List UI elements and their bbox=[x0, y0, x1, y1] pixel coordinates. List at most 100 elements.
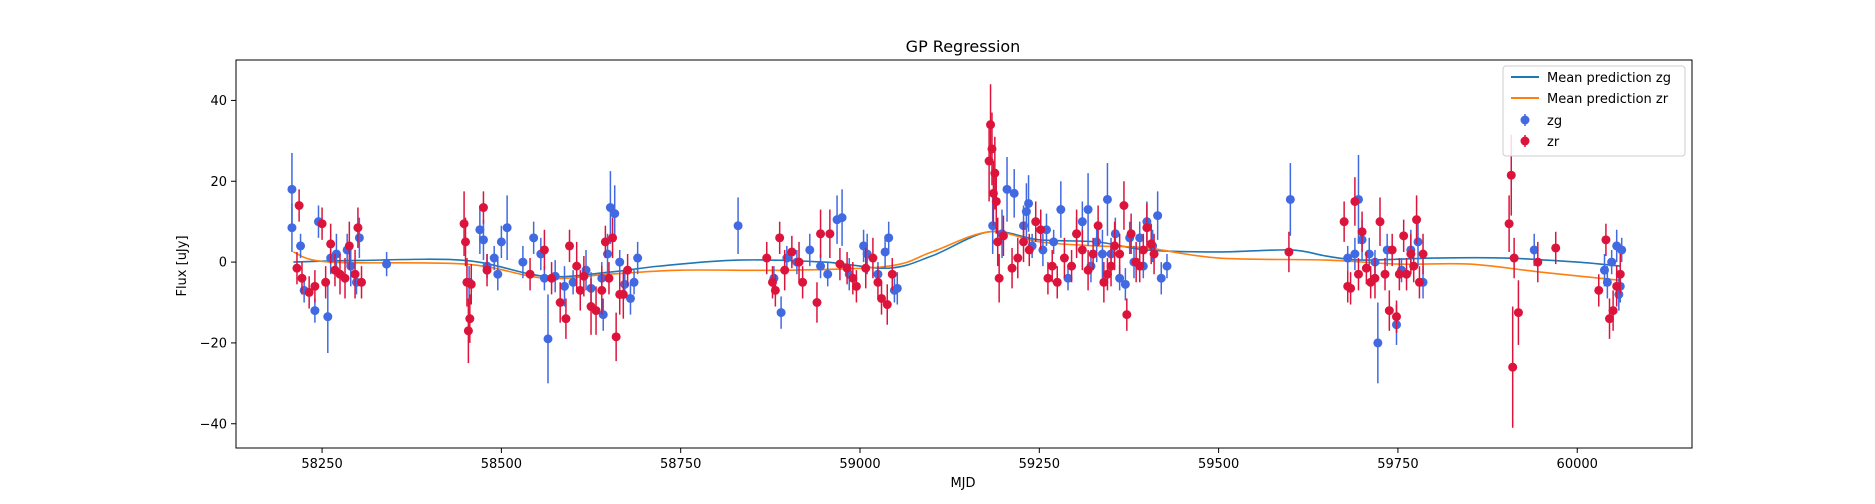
zr-marker bbox=[1509, 253, 1519, 263]
zr-marker bbox=[998, 231, 1008, 241]
zr-data-point bbox=[1350, 177, 1360, 226]
zr-marker bbox=[825, 229, 835, 239]
zr-data-point bbox=[1284, 231, 1294, 273]
zr-marker bbox=[1072, 229, 1082, 239]
zr-data-point bbox=[775, 221, 785, 254]
zr-data-point bbox=[770, 274, 780, 307]
zg-marker bbox=[529, 233, 539, 243]
zr-marker bbox=[1077, 245, 1087, 255]
zg-marker bbox=[1607, 257, 1617, 267]
zr-data-point bbox=[1115, 233, 1125, 275]
y-axis-label: Flux [uJy] bbox=[175, 235, 190, 296]
zg-data-point bbox=[1009, 169, 1019, 218]
zg-marker bbox=[310, 306, 320, 316]
zr-marker bbox=[868, 253, 878, 263]
zr-marker bbox=[1412, 215, 1422, 225]
zr-data-point bbox=[1106, 245, 1116, 287]
zr-data-point bbox=[1361, 251, 1371, 285]
zg-data-point bbox=[610, 185, 620, 242]
zr-data-point bbox=[1110, 221, 1120, 271]
zr-marker bbox=[877, 293, 887, 303]
zr-data-point bbox=[1414, 266, 1424, 299]
zr-data-point bbox=[1077, 229, 1087, 271]
zr-marker bbox=[565, 241, 575, 251]
zr-marker bbox=[623, 265, 633, 275]
legend-label-zg: zg bbox=[1547, 114, 1562, 129]
zr-marker bbox=[357, 277, 367, 287]
zr-marker bbox=[1391, 312, 1401, 322]
zr-marker bbox=[340, 273, 350, 283]
zr-marker bbox=[344, 241, 354, 251]
zr-marker bbox=[611, 332, 621, 342]
zr-data-point bbox=[794, 241, 804, 283]
zr-marker bbox=[1508, 362, 1518, 372]
zr-marker bbox=[798, 277, 808, 287]
legend-marker-zg bbox=[1520, 114, 1530, 126]
zr-marker bbox=[1052, 277, 1062, 287]
zg-marker bbox=[1063, 273, 1073, 283]
zg-marker bbox=[633, 253, 643, 263]
zg-marker bbox=[884, 233, 894, 243]
zr-marker bbox=[1007, 263, 1017, 273]
zg-marker bbox=[502, 223, 512, 233]
zg-marker bbox=[287, 223, 297, 233]
zr-marker bbox=[294, 201, 304, 210]
zr-data-point bbox=[1412, 195, 1422, 244]
zg-data-point bbox=[1162, 254, 1172, 279]
zr-data-point bbox=[787, 235, 797, 269]
zg-data-point bbox=[776, 296, 786, 329]
zr-marker bbox=[572, 261, 582, 271]
zr-marker bbox=[1122, 310, 1132, 320]
y-tick-label: 20 bbox=[210, 175, 227, 190]
zg-marker bbox=[1049, 237, 1059, 247]
zg-marker bbox=[1024, 198, 1034, 208]
zg-data-point bbox=[1153, 191, 1163, 240]
zg-data-point bbox=[382, 251, 392, 277]
zg-data-point bbox=[346, 245, 356, 287]
zr-marker bbox=[812, 298, 822, 307]
zr-marker bbox=[461, 237, 471, 247]
zr-marker bbox=[835, 259, 845, 269]
zg-data-point bbox=[1343, 245, 1353, 271]
zr-marker bbox=[794, 257, 804, 267]
zr-data-point bbox=[1072, 209, 1082, 259]
zr-data-point bbox=[1088, 237, 1098, 271]
zr-data-point bbox=[1533, 241, 1543, 283]
zg-data-point bbox=[805, 233, 815, 267]
zr-data-point bbox=[993, 217, 1003, 267]
zr-marker bbox=[993, 237, 1003, 247]
zr-data-point bbox=[1399, 219, 1409, 252]
zg-data-point bbox=[475, 205, 485, 254]
zr-data-point bbox=[1504, 195, 1514, 252]
zr-data-point bbox=[1508, 306, 1518, 428]
zg-marker bbox=[1617, 245, 1627, 255]
zr-marker bbox=[1353, 269, 1363, 279]
zr-data-point bbox=[1394, 258, 1404, 291]
zr-data-point bbox=[321, 266, 331, 299]
zg-marker bbox=[1602, 277, 1612, 287]
zr-marker bbox=[882, 300, 892, 310]
zg-marker bbox=[496, 237, 506, 247]
zr-data-point bbox=[1083, 249, 1093, 291]
zr-marker bbox=[555, 298, 565, 307]
zg-marker bbox=[1285, 194, 1295, 204]
zr-marker bbox=[1102, 269, 1112, 279]
zr-marker bbox=[1504, 219, 1514, 229]
zr-data-point bbox=[994, 254, 1004, 303]
zg-marker bbox=[559, 281, 569, 291]
zg-marker bbox=[837, 213, 847, 223]
zg-marker bbox=[489, 253, 499, 263]
zg-marker bbox=[880, 247, 890, 257]
zr-data-point bbox=[1126, 213, 1136, 254]
zr-data-point bbox=[1391, 300, 1401, 333]
zg-data-point bbox=[1063, 266, 1073, 291]
zr-data-point bbox=[623, 254, 633, 287]
zr-marker bbox=[1031, 217, 1041, 227]
zr-marker bbox=[547, 273, 557, 283]
zg-data-point bbox=[880, 235, 890, 269]
zr-marker bbox=[1024, 245, 1034, 255]
zg-marker bbox=[733, 221, 743, 231]
zg-data-point bbox=[478, 219, 488, 261]
zr-data-point bbox=[317, 207, 327, 240]
zr-data-point bbox=[297, 262, 307, 295]
